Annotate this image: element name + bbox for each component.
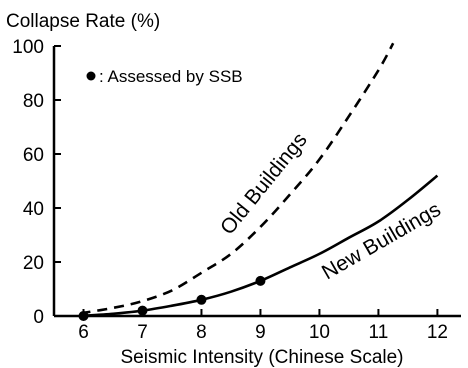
y-tick-label: 100 xyxy=(12,37,44,58)
old-buildings-line xyxy=(80,42,395,315)
ssb-points xyxy=(78,275,266,321)
y-ticks: 0 20 40 60 80 100 xyxy=(12,37,61,328)
legend-marker xyxy=(86,71,96,81)
legend: : Assessed by SSB xyxy=(86,67,243,86)
ssb-data-point xyxy=(78,311,89,321)
ssb-data-point xyxy=(255,275,266,286)
y-tick-label: 60 xyxy=(23,145,44,166)
x-tick-label: 10 xyxy=(309,322,330,343)
x-tick-label: 9 xyxy=(255,322,266,343)
y-tick-label: 0 xyxy=(33,307,44,328)
y-tick-label: 80 xyxy=(23,91,44,112)
x-tick-label: 8 xyxy=(196,322,207,343)
y-axis-label: Collapse Rate (%) xyxy=(6,11,160,32)
x-tick-label: 6 xyxy=(78,322,89,343)
x-tick-label: 7 xyxy=(137,322,148,343)
y-tick-label: 40 xyxy=(23,199,44,220)
new-buildings-label: New Buildings xyxy=(318,198,445,284)
x-tick-label: 11 xyxy=(369,322,389,343)
ssb-data-point xyxy=(196,294,207,305)
legend-text: : Assessed by SSB xyxy=(99,67,243,86)
ssb-data-point xyxy=(137,305,148,316)
plot-axes xyxy=(52,46,461,318)
x-axis-label: Seismic Intensity (Chinese Scale) xyxy=(121,347,404,368)
y-tick-label: 20 xyxy=(23,253,44,274)
x-ticks: 6 7 8 9 10 11 12 xyxy=(78,309,448,343)
x-tick-label: 12 xyxy=(427,322,448,343)
